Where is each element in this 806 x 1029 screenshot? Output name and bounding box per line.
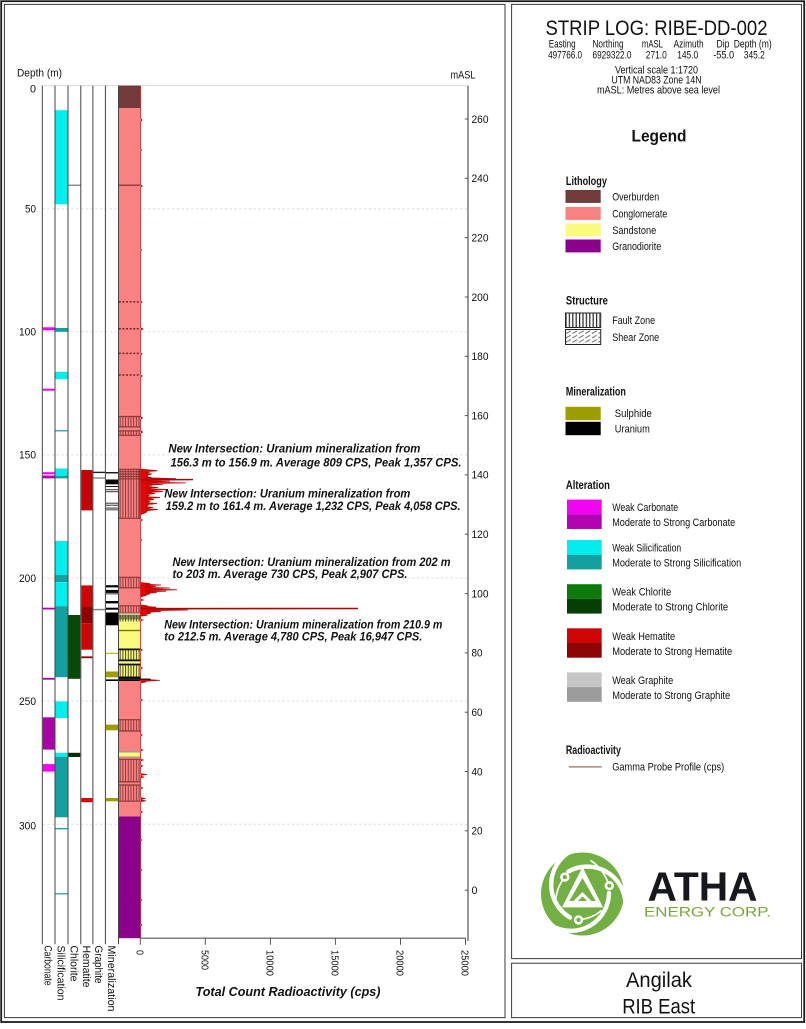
svg-text:5000: 5000 [198,950,210,970]
svg-text:New Intersection: Uranium mine: New Intersection: Uranium mineralization… [168,443,420,455]
svg-text:Lithology: Lithology [566,176,607,188]
svg-text:Fault Zone: Fault Zone [612,315,655,327]
svg-text:Granodiorite: Granodiorite [612,241,661,253]
svg-text:140: 140 [472,470,489,482]
svg-text:Weak Silicification: Weak Silicification [612,543,681,555]
svg-text:150: 150 [19,450,36,462]
svg-text:Radioactivity: Radioactivity [566,745,621,757]
svg-text:220: 220 [472,232,489,244]
svg-text:260: 260 [472,114,489,126]
svg-text:ENERGY CORP.: ENERGY CORP. [644,905,771,920]
svg-text:15000: 15000 [328,950,340,976]
svg-text:100: 100 [472,588,489,600]
svg-text:Moderate to Strong Graphite: Moderate to Strong Graphite [612,690,730,702]
svg-text:0: 0 [472,885,478,897]
svg-text:10000: 10000 [263,950,275,976]
svg-text:159.2 m to 161.4 m. Average 1,: 159.2 m to 161.4 m. Average 1,232 CPS, P… [166,501,461,513]
svg-text:New Intersection: Uranium mine: New Intersection: Uranium mineralization… [164,488,410,500]
svg-text:Weak Chlorite: Weak Chlorite [612,587,671,599]
svg-text:100: 100 [19,327,36,339]
svg-text:to 212.5 m. Average 4,780 CPS,: to 212.5 m. Average 4,780 CPS, Peak 16,9… [164,632,422,644]
svg-text:Gamma Probe Profile (cps): Gamma Probe Profile (cps) [612,762,724,774]
svg-text:Alteration: Alteration [566,480,610,492]
svg-text:40: 40 [472,766,483,778]
svg-text:Mineralization: Mineralization [566,387,626,399]
svg-text:to 203 m. Average 730 CPS, Pea: to 203 m. Average 730 CPS, Peak 2,907 CP… [173,569,408,581]
svg-text:Angilak: Angilak [626,969,692,992]
svg-text:145.0: 145.0 [677,50,698,62]
svg-text:120: 120 [472,529,489,541]
svg-text:Moderate to Strong Carbonate: Moderate to Strong Carbonate [612,517,735,529]
svg-text:6929322.0: 6929322.0 [593,50,632,62]
svg-text:Silicification: Silicification [55,946,67,1001]
svg-text:240: 240 [472,173,489,185]
svg-text:Weak Graphite: Weak Graphite [612,675,673,687]
svg-text:200: 200 [19,573,36,585]
svg-text:250: 250 [19,696,36,708]
svg-text:Weak Carbonate: Weak Carbonate [612,502,678,514]
svg-text:Chlorite: Chlorite [67,946,79,982]
svg-text:Conglomerate: Conglomerate [612,209,667,221]
svg-text:20: 20 [472,826,483,838]
svg-text:Uranium: Uranium [615,424,650,436]
svg-text:271.0: 271.0 [646,50,667,62]
svg-text:160: 160 [472,410,489,422]
svg-text:New Intersection: Uranium mine: New Intersection: Uranium mineralization… [164,619,442,631]
svg-text:Moderate to Strong Silicificat: Moderate to Strong Silicification [612,558,741,570]
svg-text:Graphite: Graphite [92,946,104,984]
svg-text:25000: 25000 [459,950,471,976]
svg-text:Total Count Radioactivity (cps: Total Count Radioactivity (cps) [196,984,381,999]
svg-text:60: 60 [472,707,483,719]
svg-text:Sandstone: Sandstone [612,225,656,237]
svg-text:Weak Hematite: Weak Hematite [612,631,675,643]
svg-text:20000: 20000 [394,950,406,976]
svg-text:80: 80 [472,648,483,660]
svg-text:Sulphide: Sulphide [615,408,652,420]
svg-text:180: 180 [472,351,489,363]
svg-text:Moderate to Strong Chlorite: Moderate to Strong Chlorite [612,602,728,614]
svg-text:200: 200 [472,292,489,304]
svg-text:156.3 m to 156.9 m. Average 80: 156.3 m to 156.9 m. Average 809 CPS, Pea… [171,458,462,470]
svg-text:0: 0 [30,84,36,96]
svg-text:-55.0: -55.0 [713,50,734,62]
svg-text:300: 300 [19,821,36,833]
svg-text:ATHA: ATHA [648,864,758,910]
svg-text:50: 50 [25,204,36,216]
svg-text:497766.0: 497766.0 [548,50,582,62]
svg-text:New Intersection: Uranium mine: New Intersection: Uranium mineralization… [173,557,451,569]
svg-text:345.2: 345.2 [744,50,765,62]
svg-text:Hematite: Hematite [80,946,92,988]
svg-text:Depth (m): Depth (m) [17,68,62,80]
svg-text:Shear Zone: Shear Zone [612,332,659,344]
svg-text:Carbonate: Carbonate [42,946,54,986]
svg-text:0: 0 [133,950,145,955]
svg-text:mASL: Metres above sea level: mASL: Metres above sea level [597,84,720,96]
svg-text:STRIP LOG: RIBE-DD-002: STRIP LOG: RIBE-DD-002 [546,16,768,40]
svg-text:Structure: Structure [566,296,608,308]
svg-text:Mineralization: Mineralization [105,946,117,1012]
svg-text:Moderate to Strong Hematite: Moderate to Strong Hematite [612,646,732,658]
svg-text:mASL: mASL [451,70,476,82]
svg-text:RIB East: RIB East [622,996,695,1019]
svg-text:Overburden: Overburden [612,192,659,204]
svg-text:Legend: Legend [632,128,687,146]
